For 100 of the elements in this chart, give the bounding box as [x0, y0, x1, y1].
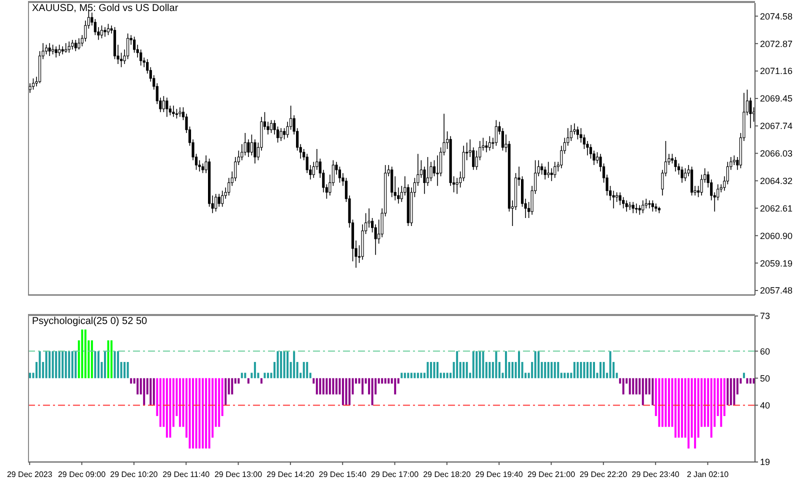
bar — [404, 372, 406, 378]
bar — [198, 378, 201, 448]
bar — [658, 378, 660, 427]
bar — [266, 372, 269, 378]
bar — [247, 378, 250, 384]
candlestick — [560, 145, 563, 169]
candlestick — [201, 163, 204, 174]
bar — [746, 378, 748, 384]
bar — [283, 351, 286, 378]
candlestick — [674, 156, 677, 172]
bar — [306, 362, 308, 378]
candlestick — [133, 36, 136, 54]
x-tick-label: 29 Dec 19:40 — [475, 470, 524, 479]
bar — [472, 351, 474, 378]
bar — [576, 362, 579, 378]
candlestick — [221, 190, 224, 208]
candlestick — [218, 194, 220, 208]
bar — [710, 378, 712, 438]
bar — [592, 362, 595, 378]
x-tick-label: 29 Dec 21:00 — [527, 470, 576, 479]
bar — [694, 378, 696, 448]
candlestick — [64, 42, 68, 54]
bar — [488, 362, 491, 378]
bar — [218, 378, 220, 427]
bar — [566, 372, 569, 378]
bar — [107, 340, 110, 378]
bar — [152, 378, 155, 406]
bar — [661, 378, 664, 427]
bar — [335, 378, 338, 394]
bar — [518, 351, 520, 378]
candlestick — [680, 166, 684, 184]
y-tick-label: 60 — [760, 346, 770, 356]
candlestick — [540, 163, 544, 176]
bar — [208, 378, 210, 448]
bar — [426, 362, 429, 378]
bar — [632, 378, 634, 394]
y-tick-label: 2057.48 — [760, 286, 793, 296]
bar — [169, 378, 172, 438]
bar — [443, 372, 446, 378]
bar — [400, 372, 403, 378]
candlestick — [635, 203, 638, 214]
candlestick — [175, 108, 178, 119]
candlestick — [547, 161, 550, 178]
bar — [456, 351, 458, 378]
candlestick — [250, 134, 253, 156]
candlestick — [100, 25, 104, 39]
x-tick-label: 29 Dec 15:40 — [318, 470, 367, 479]
bar — [202, 378, 204, 448]
bar — [420, 372, 422, 378]
bar — [316, 378, 318, 394]
bar — [362, 378, 364, 394]
candlestick — [78, 38, 80, 50]
bar — [388, 378, 390, 384]
bar — [293, 351, 296, 378]
bar — [583, 362, 586, 378]
bar — [45, 351, 48, 378]
candlestick — [240, 144, 244, 161]
bar — [430, 362, 432, 378]
x-tick-label: 29 Dec 10:20 — [110, 470, 158, 479]
x-tick-label: 29 Dec 18:20 — [423, 470, 472, 479]
bar — [478, 351, 481, 378]
bar — [55, 351, 58, 378]
candlestick — [166, 97, 168, 118]
candlestick — [104, 26, 106, 38]
bar — [348, 378, 350, 406]
candlestick — [254, 138, 256, 164]
bar — [433, 362, 436, 378]
bar — [286, 351, 289, 378]
bar — [178, 378, 181, 427]
bar — [602, 362, 605, 378]
bar — [749, 378, 752, 384]
candlestick — [338, 166, 342, 184]
candlestick — [638, 204, 641, 216]
bar — [462, 362, 465, 378]
bar — [52, 351, 54, 378]
bar — [238, 378, 240, 384]
bar — [130, 378, 132, 384]
bar — [192, 378, 194, 448]
bar — [414, 372, 416, 378]
bar — [511, 362, 514, 378]
bar — [64, 351, 67, 378]
bar — [635, 378, 638, 394]
bar — [742, 372, 745, 378]
bar — [609, 351, 612, 378]
bar — [224, 378, 227, 406]
candlestick — [576, 126, 579, 140]
bar — [58, 351, 60, 378]
y-tick-label: 40 — [760, 400, 770, 410]
x-tick-label: 29 Dec 14:20 — [266, 470, 315, 479]
bar — [688, 378, 690, 448]
bar — [240, 372, 243, 378]
bar — [342, 378, 344, 406]
bar — [394, 378, 396, 394]
x-tick-label: 29 Dec 23:40 — [632, 470, 680, 479]
bar — [114, 351, 116, 378]
bar — [538, 351, 540, 378]
bar — [159, 378, 162, 427]
bar — [622, 378, 624, 394]
bar — [590, 362, 592, 378]
bar — [586, 362, 588, 378]
